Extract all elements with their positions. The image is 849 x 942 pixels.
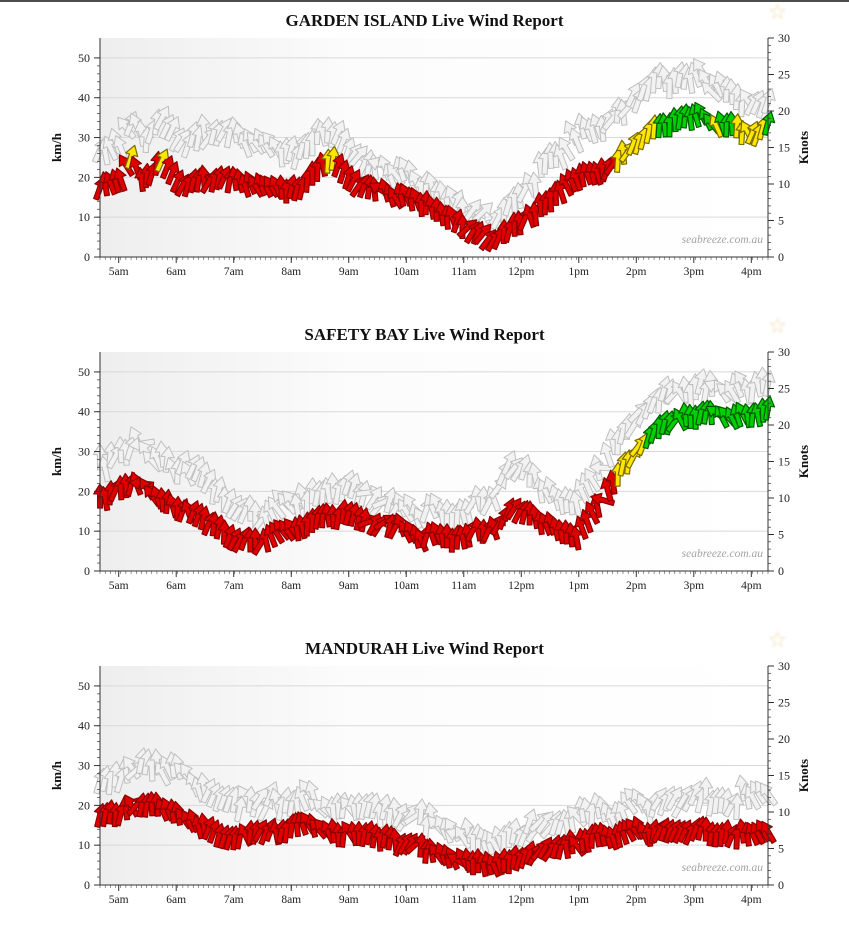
svg-text:20: 20 <box>78 170 90 184</box>
svg-text:50: 50 <box>78 365 90 379</box>
svg-text:8am: 8am <box>281 894 301 906</box>
svg-text:10am: 10am <box>393 894 419 906</box>
svg-text:20: 20 <box>78 798 90 812</box>
svg-text:5am: 5am <box>109 894 129 906</box>
svg-text:5am: 5am <box>109 580 129 592</box>
svg-text:0: 0 <box>84 878 90 892</box>
svg-text:40: 40 <box>78 719 90 733</box>
svg-text:30: 30 <box>78 445 90 459</box>
svg-text:7am: 7am <box>224 266 244 278</box>
svg-text:0: 0 <box>778 250 784 264</box>
svg-text:10: 10 <box>778 805 790 819</box>
svg-text:30: 30 <box>78 131 90 145</box>
svg-text:9am: 9am <box>339 580 359 592</box>
svg-text:8am: 8am <box>281 580 301 592</box>
svg-text:3pm: 3pm <box>684 580 705 592</box>
svg-text:11am: 11am <box>451 266 476 278</box>
svg-text:12pm: 12pm <box>508 894 534 906</box>
svg-text:km/h: km/h <box>49 132 64 162</box>
svg-text:7am: 7am <box>224 894 244 906</box>
svg-text:5am: 5am <box>109 266 129 278</box>
svg-text:20: 20 <box>778 732 790 746</box>
svg-text:25: 25 <box>778 68 790 82</box>
svg-text:20: 20 <box>778 104 790 118</box>
svg-text:40: 40 <box>78 405 90 419</box>
svg-text:10: 10 <box>78 838 90 852</box>
svg-text:2pm: 2pm <box>626 580 647 592</box>
svg-text:8am: 8am <box>281 266 301 278</box>
svg-text:10: 10 <box>778 491 790 505</box>
svg-text:30: 30 <box>778 31 790 45</box>
svg-text:9am: 9am <box>339 894 359 906</box>
svg-text:10am: 10am <box>393 580 419 592</box>
svg-text:15: 15 <box>778 455 790 469</box>
svg-text:15: 15 <box>778 769 790 783</box>
svg-text:20: 20 <box>778 418 790 432</box>
svg-text:Knots: Knots <box>796 445 811 478</box>
svg-text:2pm: 2pm <box>626 266 647 278</box>
svg-text:20: 20 <box>78 484 90 498</box>
svg-text:9am: 9am <box>339 266 359 278</box>
svg-text:km/h: km/h <box>49 760 64 790</box>
svg-text:6am: 6am <box>166 266 186 278</box>
svg-text:10am: 10am <box>393 266 419 278</box>
svg-text:10: 10 <box>78 210 90 224</box>
svg-text:30: 30 <box>778 345 790 359</box>
svg-text:seabreeze.com.au: seabreeze.com.au <box>682 862 764 874</box>
svg-text:30: 30 <box>778 659 790 673</box>
svg-text:1pm: 1pm <box>569 580 590 592</box>
svg-text:5: 5 <box>778 214 784 228</box>
svg-text:1pm: 1pm <box>569 266 590 278</box>
svg-text:12pm: 12pm <box>508 266 534 278</box>
svg-text:3pm: 3pm <box>684 894 705 906</box>
svg-text:seabreeze.com.au: seabreeze.com.au <box>682 548 764 560</box>
svg-text:7am: 7am <box>224 580 244 592</box>
svg-text:5: 5 <box>778 528 784 542</box>
svg-text:11am: 11am <box>451 894 476 906</box>
svg-text:11am: 11am <box>451 580 476 592</box>
svg-text:0: 0 <box>778 564 784 578</box>
svg-text:40: 40 <box>78 91 90 105</box>
svg-text:5: 5 <box>778 842 784 856</box>
svg-text:10: 10 <box>778 177 790 191</box>
svg-text:12pm: 12pm <box>508 580 534 592</box>
svg-text:0: 0 <box>84 250 90 264</box>
svg-text:15: 15 <box>778 141 790 155</box>
svg-text:25: 25 <box>778 382 790 396</box>
svg-text:4pm: 4pm <box>741 894 762 906</box>
svg-text:25: 25 <box>778 696 790 710</box>
svg-text:4pm: 4pm <box>741 266 762 278</box>
svg-text:0: 0 <box>778 878 784 892</box>
svg-text:km/h: km/h <box>49 446 64 476</box>
svg-text:50: 50 <box>78 51 90 65</box>
svg-text:Knots: Knots <box>796 131 811 164</box>
svg-text:10: 10 <box>78 524 90 538</box>
svg-text:3pm: 3pm <box>684 266 705 278</box>
svg-text:4pm: 4pm <box>741 580 762 592</box>
svg-text:30: 30 <box>78 759 90 773</box>
svg-text:6am: 6am <box>166 894 186 906</box>
svg-text:seabreeze.com.au: seabreeze.com.au <box>682 234 764 246</box>
svg-text:2pm: 2pm <box>626 894 647 906</box>
svg-text:0: 0 <box>84 564 90 578</box>
svg-text:50: 50 <box>78 679 90 693</box>
svg-text:6am: 6am <box>166 580 186 592</box>
svg-text:Knots: Knots <box>796 759 811 792</box>
svg-text:1pm: 1pm <box>569 894 590 906</box>
